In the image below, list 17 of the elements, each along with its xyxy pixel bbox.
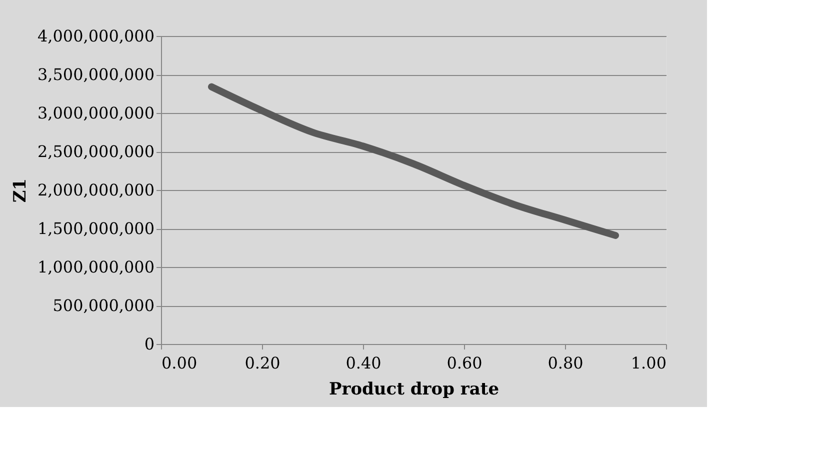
- x-axis-title: Product drop rate: [328, 380, 500, 400]
- x-tick-label: 0.40: [346, 354, 382, 372]
- x-tick-label: 0.60: [446, 354, 482, 372]
- y-tick-label: 1,500,000,000: [37, 219, 154, 238]
- y-tick-label: 2,500,000,000: [37, 142, 154, 161]
- y-tick-label: 1,000,000,000: [37, 258, 154, 276]
- y-axis-title: Z1: [10, 178, 30, 203]
- x-tick-label: 0.80: [548, 354, 584, 372]
- y-tick-label: 0: [144, 334, 154, 354]
- y-tick-label: 3,000,000,000: [37, 104, 154, 122]
- x-tick-label: 0.20: [244, 354, 280, 372]
- y-tick-label: 3,500,000,000: [37, 65, 154, 84]
- y-tick-label: 2,000,000,000: [37, 180, 154, 200]
- y-tick-label: 500,000,000: [52, 296, 154, 315]
- x-tick-label: 0.00: [162, 354, 198, 372]
- y-tick-label: 4,000,000,000: [37, 26, 154, 46]
- x-tick-label: 1.00: [630, 354, 666, 372]
